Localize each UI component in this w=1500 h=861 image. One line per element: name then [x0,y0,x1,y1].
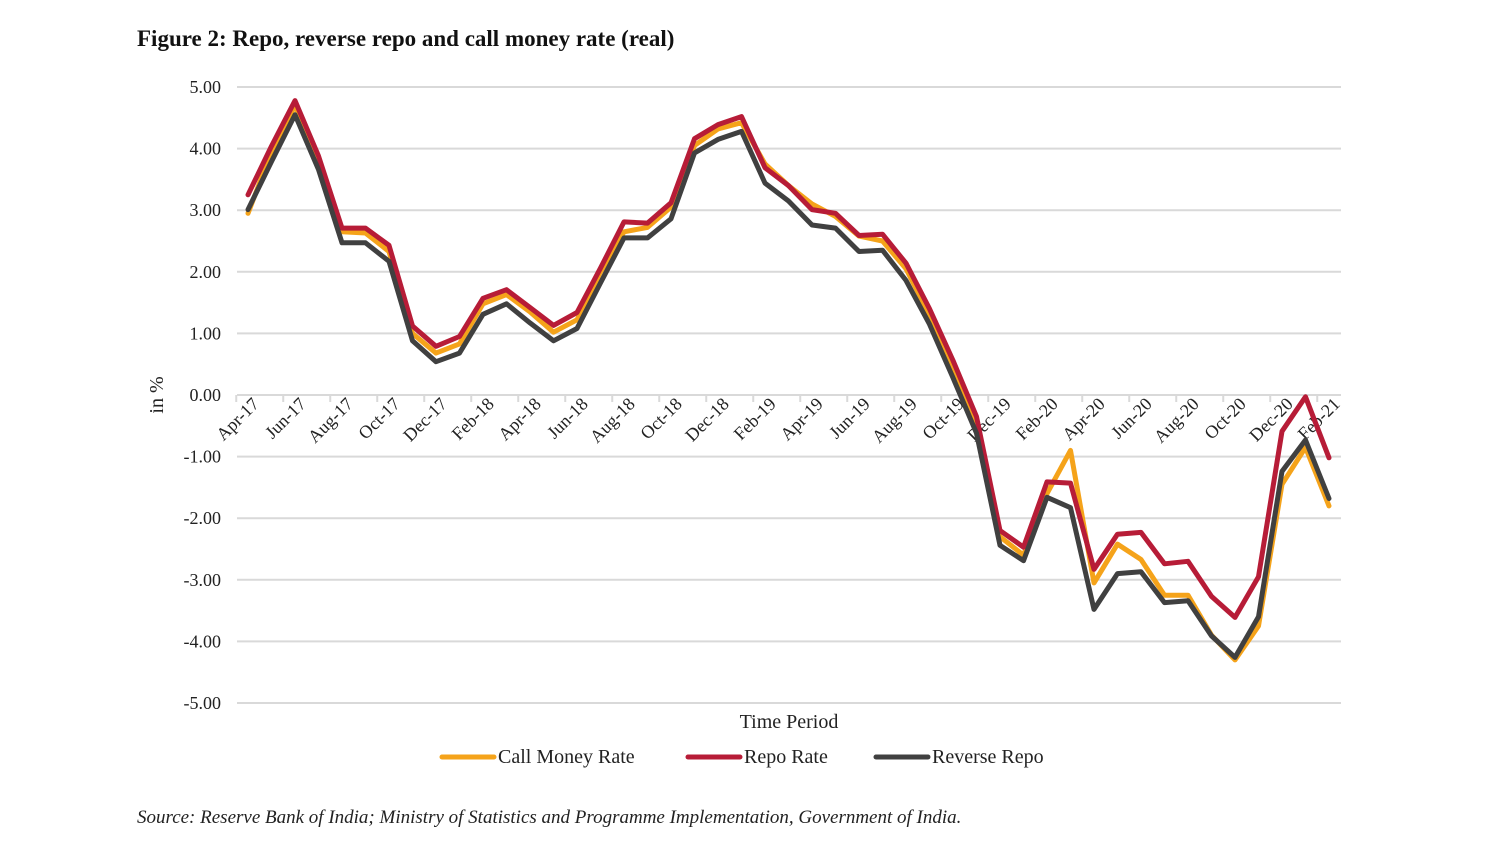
series-lines [245,98,1332,663]
y-tick-label: 2.00 [190,262,222,282]
x-tick-label: Jun-20 [1107,394,1156,443]
y-tick-label: -1.00 [184,447,222,467]
x-tick-label: Apr-19 [776,394,827,445]
series-line-repo-rate [245,98,1332,620]
y-tick-label: -5.00 [184,693,222,713]
y-tick-label: -4.00 [184,631,222,651]
x-tick-label: Apr-18 [494,394,545,445]
source-note: Source: Reserve Bank of India; Ministry … [137,807,962,828]
legend-item: Call Money Rate [439,746,635,768]
y-tick-label: -2.00 [184,508,222,528]
y-tick-label: 3.00 [190,200,222,220]
y-tick-label: 1.00 [190,323,222,343]
y-axis-label: in % [146,376,168,413]
legend-item: Repo Rate [685,746,828,768]
x-tick-label: Oct-18 [636,394,685,443]
legend-label: Repo Rate [744,746,828,768]
x-tick-label: Feb-20 [1012,394,1062,444]
legend: Call Money Rate Repo Rate Reverse Repo [439,746,1044,768]
y-tick-label: 4.00 [190,139,222,159]
x-axis-label: Time Period [740,711,839,733]
y-axis-ticks: 5.00 4.00 3.00 2.00 1.00 0.00 -1.00 -2.00 -3.00 -… [184,77,222,713]
x-tick-label: Jun-17 [261,394,310,443]
x-tick-label: Oct-17 [354,394,403,443]
x-tick-label: Apr-20 [1058,394,1109,445]
legend-label: Call Money Rate [498,746,635,768]
x-tick-label: Jun-19 [825,394,874,443]
gridlines [237,86,1341,704]
x-tick-label: Oct-20 [1200,394,1249,443]
x-tick-label: Feb-18 [448,394,498,444]
y-tick-label: 5.00 [190,77,222,97]
x-tick-label: Jun-18 [543,394,592,443]
y-tick-label: -3.00 [184,570,222,590]
chart-title: Figure 2: Repo, reverse repo and call mo… [137,26,675,51]
legend-label: Reverse Repo [932,746,1044,768]
legend-item: Reverse Repo [873,746,1044,768]
series-line-reverse-repo [245,112,1332,660]
x-tick-label: Feb-19 [730,394,780,444]
x-axis-ticks: Apr-17Jun-17Aug-17Oct-17Dec-17Feb-18Apr-… [212,394,1344,447]
y-tick-label: 0.00 [190,385,222,405]
